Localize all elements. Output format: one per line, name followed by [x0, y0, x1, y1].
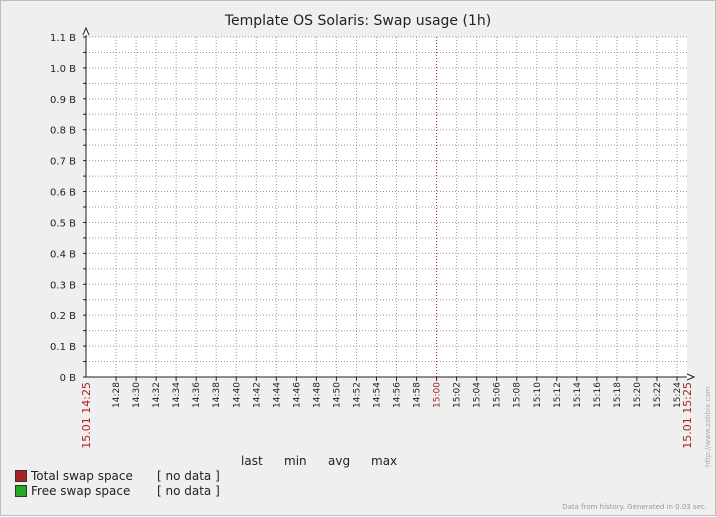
x-tick-label: 14:36: [192, 382, 202, 408]
y-tick-label: 0.8 B: [50, 126, 76, 137]
x-tick-label: 15:06: [493, 382, 503, 408]
x-tick-label: 14:38: [212, 382, 222, 408]
legend-header-last: last: [241, 454, 263, 468]
grid-lines: [86, 36, 687, 377]
y-axis-ticks: 0 B 0.1 B 0.2 B 0.3 B 0.4 B 0.5 B 0.6 B 0.7 B 0.…: [50, 33, 76, 384]
x-tick-label: 14:30: [132, 382, 142, 408]
x-tick-label: 14:28: [112, 382, 122, 408]
x-tick-label: 15:04: [473, 382, 483, 408]
x-end-label: 15.01 15:25: [681, 382, 694, 449]
x-tick-label: 14:56: [393, 382, 403, 408]
legend-label: Free swap space: [31, 484, 131, 498]
x-tick-label: 14:58: [413, 382, 423, 408]
legend-label: Total swap space: [31, 469, 133, 483]
legend-value: [ no data ]: [157, 469, 220, 483]
x-tick-label: 14:40: [232, 382, 242, 408]
y-tick-label: 0.2 B: [50, 311, 76, 322]
x-tick-label: 14:50: [332, 382, 342, 408]
watermark-url: http://www.zabbix.com: [704, 387, 712, 467]
x-tick-label: 14:46: [292, 382, 302, 408]
x-tick-label: 15:12: [553, 382, 563, 408]
x-start-label: 15.01 14:25: [80, 382, 93, 449]
x-tick-label: 15:02: [453, 382, 463, 408]
x-tick-label: 15:14: [573, 382, 583, 408]
chart-title: Template OS Solaris: Swap usage (1h): [224, 13, 491, 29]
x-axis-ticks: 14:28 14:30 14:32 14:34 14:36 14:38 14:40 14:42…: [80, 382, 694, 449]
y-tick-label: 0.4 B: [50, 249, 76, 260]
generation-note: Data from history. Generated in 0.03 sec…: [562, 503, 707, 511]
y-tick-label: 0.6 B: [50, 188, 76, 199]
y-tick-label: 0 B: [60, 373, 77, 384]
axes: [82, 26, 696, 381]
legend-swatch-total-swap: [15, 470, 27, 482]
x-tick-label: 14:48: [312, 382, 322, 408]
legend-header-min: min: [284, 454, 307, 468]
y-tick-label: 1.1 B: [50, 33, 76, 44]
x-tick-label: 15:00: [433, 382, 443, 408]
y-tick-label: 0.7 B: [50, 157, 76, 168]
x-tick-label: 14:34: [172, 382, 182, 408]
y-tick-label: 0.3 B: [50, 280, 76, 291]
x-tick-label: 15:08: [513, 382, 523, 408]
x-tick-label: 15:16: [593, 382, 603, 408]
legend-value: [ no data ]: [157, 484, 220, 498]
y-tick-label: 1.0 B: [50, 64, 76, 75]
x-tick-label: 14:52: [352, 382, 362, 408]
legend-header-avg: avg: [328, 454, 351, 468]
legend-swatch-free-swap: [15, 485, 27, 497]
x-tick-label: 14:44: [272, 382, 282, 408]
y-axis-arrow: [82, 26, 90, 36]
x-tick-label: 14:42: [252, 382, 262, 408]
legend-header-max: max: [371, 454, 398, 468]
x-tick-label: 15:22: [653, 382, 663, 408]
y-tick-label: 0.1 B: [50, 342, 76, 353]
y-tick-label: 0.9 B: [50, 95, 76, 106]
x-tick-label: 15:18: [613, 382, 623, 408]
x-tick-label: 15:10: [533, 382, 543, 408]
y-tick-label: 0.5 B: [50, 218, 76, 229]
x-axis-arrow: [686, 373, 696, 381]
x-tick-label: 14:54: [372, 382, 382, 408]
x-tick-label: 15:20: [633, 382, 643, 408]
x-tick-label: 14:32: [152, 382, 162, 408]
x-tick-label: 15:24: [673, 382, 683, 408]
